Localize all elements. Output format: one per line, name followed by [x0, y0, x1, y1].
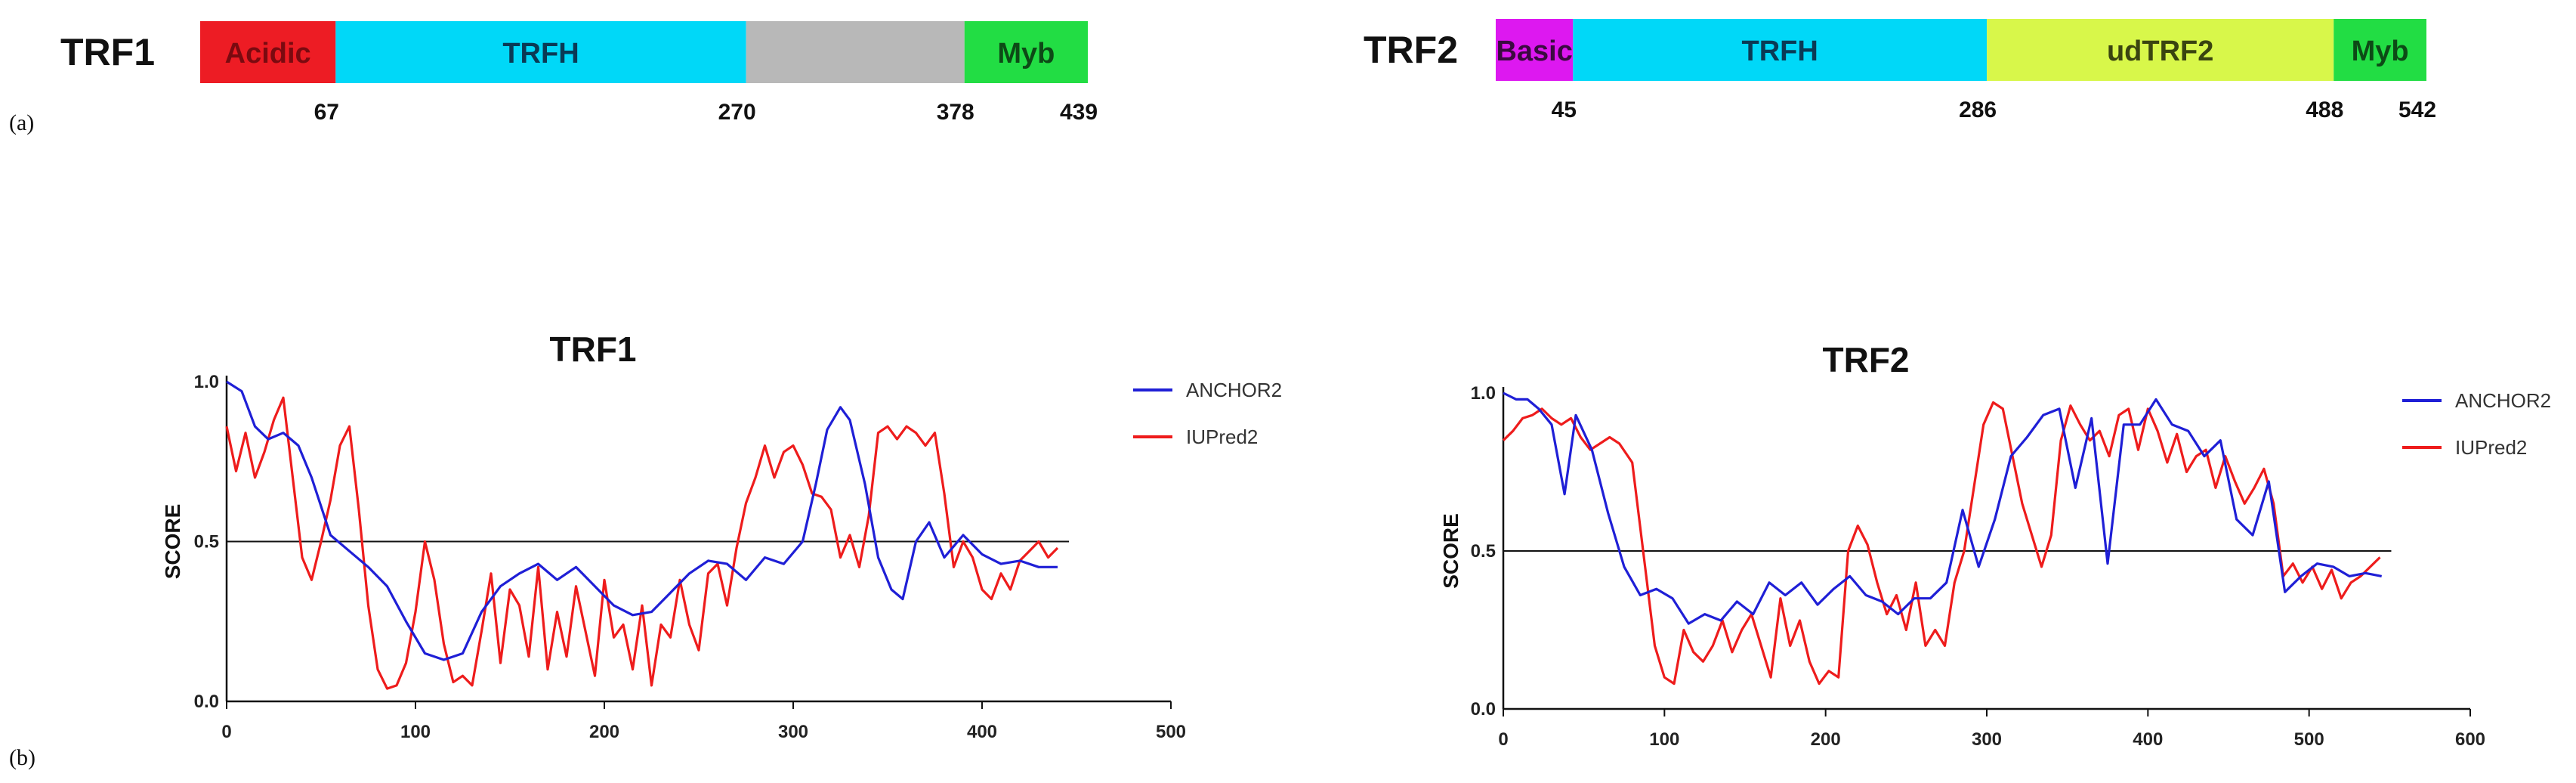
- panel-label-a: (a): [9, 110, 34, 135]
- x-tick-label: 0: [1498, 729, 1508, 750]
- domain-protein-name: TRF1: [60, 31, 155, 73]
- y-axis-label: SCORE: [1439, 513, 1463, 589]
- legend-label: ANCHOR2: [1186, 379, 1282, 401]
- y-axis-label: SCORE: [161, 504, 184, 580]
- domain-segment-label: Myb: [2352, 36, 2409, 67]
- domain-boundary-number: 378: [937, 100, 974, 125]
- domain-protein-name: TRF2: [1364, 29, 1458, 71]
- x-tick-label: 200: [589, 722, 619, 742]
- x-tick-label: 0: [221, 722, 231, 742]
- legend-label: IUPred2: [1186, 426, 1258, 448]
- y-tick-label: 1.0: [1471, 383, 1496, 404]
- domain-boundary-number: 45: [1552, 97, 1577, 122]
- x-tick-label: 400: [967, 722, 997, 742]
- x-tick-label: 200: [1811, 729, 1841, 750]
- trf1-domain-diagram: TRF1 Acidic TRFH Myb 67 270 378 439: [60, 21, 1098, 125]
- domain-segment-label: TRFH: [1742, 36, 1818, 67]
- domain-segment: [1496, 19, 1574, 81]
- domain-segment: [1573, 19, 1988, 81]
- legend-label: IUPred2: [2455, 436, 2527, 459]
- chart-title: TRF1: [550, 330, 637, 369]
- domain-boundary-number: 488: [2306, 97, 2343, 122]
- domain-segment-label: udTRF2: [2107, 36, 2213, 67]
- y-tick-label: 0.5: [194, 532, 219, 552]
- y-tick-label: 0.5: [1471, 541, 1496, 562]
- x-tick-label: 100: [400, 722, 431, 742]
- trf2-disorder-chart: TRF2 0 100 200 300 400 500 600 0.0 0.5 1.0 SCORE ANC…: [1439, 340, 2551, 750]
- domain-segment: [335, 21, 746, 83]
- domain-boundary-number: 542: [2398, 97, 2436, 122]
- domain-boundary-number: 439: [1060, 100, 1098, 125]
- domain-segment-label: TRFH: [502, 38, 579, 70]
- domain-segment: [1987, 19, 2334, 81]
- trf1-disorder-chart: TRF1 0 100 200 300 400 500 0.0 0.5 1.0 SCORE ANCHOR…: [161, 330, 1282, 742]
- series-line-iupred2: [225, 396, 1059, 690]
- y-tick-label: 0.0: [1471, 699, 1496, 720]
- panel-label-b: (b): [9, 745, 36, 770]
- y-tick-label: 0.0: [194, 692, 219, 712]
- series-line-iupred2: [1502, 401, 2381, 686]
- series-line-anchor2: [1503, 392, 2383, 625]
- domain-boundary-number: 270: [718, 100, 756, 125]
- series-line-anchor2: [226, 380, 1058, 661]
- trf2-domain-diagram: TRF2 Basic TRFH udTRF2 Myb 45 286 488 542: [1364, 19, 2436, 122]
- chart-title: TRF2: [1823, 340, 1910, 379]
- y-tick-label: 1.0: [194, 372, 219, 392]
- domain-segment-label: Myb: [997, 38, 1055, 70]
- domain-segment: [746, 21, 965, 83]
- x-tick-label: 500: [1156, 722, 1186, 742]
- domain-segment-label: Acidic: [225, 38, 311, 70]
- domain-segment: [200, 21, 336, 83]
- domain-boundary-number: 286: [1959, 97, 1997, 122]
- domain-segment: [2334, 19, 2426, 81]
- x-tick-label: 400: [2133, 729, 2163, 750]
- x-tick-label: 300: [1972, 729, 2002, 750]
- x-tick-label: 600: [2455, 729, 2485, 750]
- domain-boundary-number: 67: [314, 100, 339, 125]
- x-tick-label: 100: [1649, 729, 1679, 750]
- x-tick-label: 300: [778, 722, 808, 742]
- x-tick-label: 500: [2294, 729, 2324, 750]
- legend-label: ANCHOR2: [2455, 389, 2551, 412]
- domain-segment-label: Basic: [1496, 36, 1572, 67]
- domain-segment: [964, 21, 1088, 83]
